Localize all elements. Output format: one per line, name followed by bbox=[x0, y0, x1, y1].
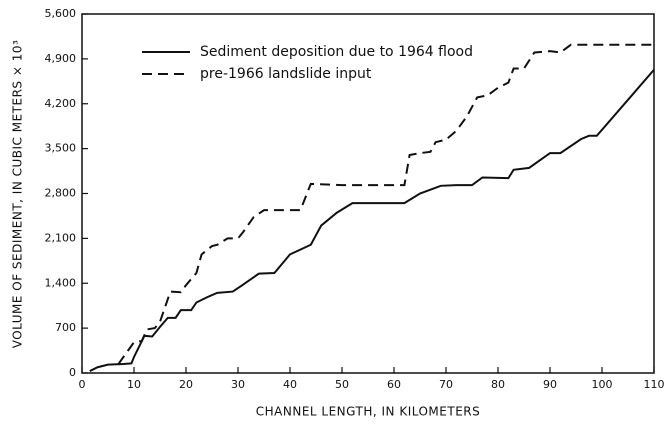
x-tick-label: 80 bbox=[491, 378, 505, 391]
y-tick-label: 5,600 bbox=[45, 7, 77, 20]
x-tick-label: 90 bbox=[543, 378, 557, 391]
y-tick-label: 0 bbox=[69, 366, 76, 379]
legend-text: Sediment deposition due to 1964 flood bbox=[200, 44, 473, 60]
y-axis-title: VOLUME OF SEDIMENT, IN CUBIC METERS × 10… bbox=[11, 40, 25, 349]
x-tick-label: 100 bbox=[592, 378, 613, 391]
x-axis-title: CHANNEL LENGTH, IN KILOMETERS bbox=[256, 405, 481, 419]
x-tick-label: 70 bbox=[439, 378, 453, 391]
x-tick-label: 40 bbox=[283, 378, 297, 391]
y-tick-label: 2,100 bbox=[45, 231, 77, 244]
x-tick-label: 10 bbox=[127, 378, 141, 391]
y-tick-label: 4,900 bbox=[45, 52, 77, 65]
series-line bbox=[117, 43, 654, 365]
legend-text: pre-1966 landslide input bbox=[200, 66, 372, 82]
y-tick-label: 2,800 bbox=[45, 187, 77, 200]
y-tick-label: 700 bbox=[55, 321, 76, 334]
series-line bbox=[89, 69, 655, 372]
x-tick-label: 20 bbox=[179, 378, 193, 391]
x-tick-label: 110 bbox=[644, 378, 664, 391]
x-tick-label: 60 bbox=[387, 378, 401, 391]
y-tick-label: 3,500 bbox=[45, 142, 77, 155]
y-tick-label: 1,400 bbox=[45, 276, 77, 289]
x-tick-label: 0 bbox=[79, 378, 86, 391]
x-tick-label: 30 bbox=[231, 378, 245, 391]
x-tick-label: 50 bbox=[335, 378, 349, 391]
y-tick-label: 4,200 bbox=[45, 97, 77, 110]
